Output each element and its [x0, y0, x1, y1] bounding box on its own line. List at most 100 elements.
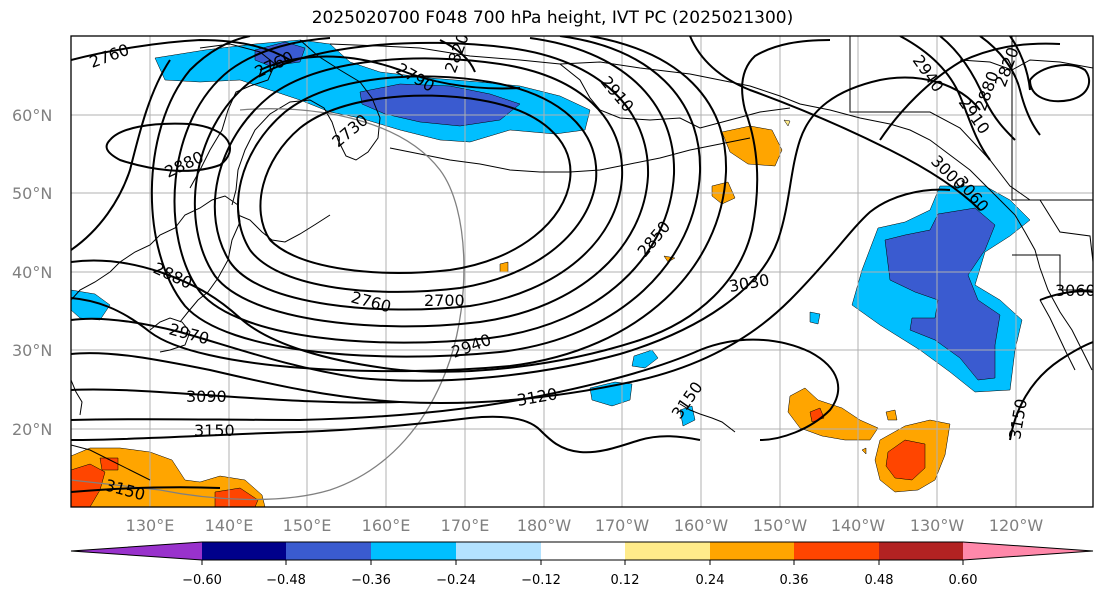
- colorbar-segment: [286, 542, 371, 560]
- contour-2880-sw: [71, 39, 831, 373]
- lat-label-20n: 20°N: [12, 420, 52, 439]
- coastline-alaska: [689, 73, 1001, 201]
- ivt-orange-small-2: [499, 261, 509, 273]
- colorbar-tick-label: −0.48: [266, 573, 306, 588]
- colorbar-tick-label: 0.24: [696, 573, 725, 588]
- coastline-canada-interior: [959, 59, 1093, 71]
- contour-2970: [71, 76, 981, 382]
- map-title: 2025020700 F048 700 hPa height, IVT PC (…: [311, 8, 794, 28]
- colorbar-segment: [202, 542, 286, 560]
- ivt-orange-central: [787, 387, 879, 441]
- lon-label-120w: 120°W: [989, 516, 1044, 535]
- contour-label: 3060: [1055, 281, 1096, 300]
- lon-label-140e: 140°E: [205, 516, 254, 535]
- coastlines: [71, 36, 1093, 481]
- contour-low-1: [259, 94, 572, 274]
- ivt-blue-core-east: [884, 207, 1001, 381]
- ivt-blue-small-2: [631, 349, 659, 369]
- contour-label: 3090: [186, 387, 227, 406]
- lon-label-160e: 160°E: [362, 516, 411, 535]
- ivt-orange-north: [721, 125, 783, 167]
- coastline-us-border: [1039, 199, 1093, 263]
- lon-label-170w: 170°W: [595, 516, 650, 535]
- ivt-orange-small-6: [861, 447, 867, 455]
- ivt-red-sw-3: [99, 457, 119, 471]
- latitude-labels: 60°N 50°N 40°N 30°N 20°N: [12, 106, 52, 439]
- contour-east-2910: [939, 36, 1016, 141]
- contour-3150-south: [71, 486, 221, 493]
- ivt-blue-small-4: [809, 311, 821, 325]
- contour-3120: [71, 338, 840, 441]
- coastline-hawaii: [679, 403, 736, 433]
- contour-east-2940: [899, 36, 991, 161]
- colorbar-tick-label: −0.36: [351, 573, 391, 588]
- contour-low-4: [193, 41, 650, 328]
- contour-2760-north: [71, 38, 291, 61]
- contour-3090: [71, 388, 401, 404]
- lon-label-150w: 150°W: [753, 516, 808, 535]
- coastline-east-asia: [71, 195, 241, 323]
- ivt-orange-small-4: [783, 119, 791, 127]
- colorbar-segment: [541, 542, 625, 560]
- ivt-blue-small-west: [71, 289, 111, 321]
- contour-3150: [71, 415, 701, 454]
- colorbar-segment: [371, 542, 456, 560]
- colorbar-segment: [963, 542, 1093, 560]
- contour-low-2: [236, 75, 598, 293]
- coastline-canada-box: [1011, 36, 1093, 201]
- coastline-korea-japan: [149, 317, 191, 353]
- colorbar-ticks: [201, 560, 964, 565]
- contour-label: 2700: [424, 291, 465, 310]
- coastline-islands-sw: [71, 444, 151, 481]
- colorbar-tick-label: 0.60: [949, 573, 978, 588]
- colorbar-tick-label: −0.12: [521, 573, 561, 588]
- coastline-philippines: [71, 379, 83, 416]
- coastline-bc-coast: [849, 36, 1031, 201]
- lon-label-150e: 150°E: [283, 516, 332, 535]
- colorbar-tick-label: 0.12: [611, 573, 640, 588]
- coastline-kurils: [237, 214, 331, 243]
- contour-3150-east: [1009, 341, 1093, 441]
- ivt-red-se: [885, 439, 926, 481]
- ivt-orange-small-5: [885, 409, 898, 421]
- lon-label-130w: 130°W: [910, 516, 965, 535]
- contour-low-3: [213, 57, 624, 311]
- coastline-kamchatka: [231, 39, 381, 206]
- negative-ivt-fills: [71, 39, 1031, 427]
- contour-low-7: [71, 36, 728, 373]
- map-frame: [70, 35, 1094, 508]
- lat-label-60n: 60°N: [12, 106, 52, 125]
- colorbar-segment: [879, 542, 963, 560]
- lon-label-140w: 140°W: [831, 516, 886, 535]
- contour-east-closed: [1029, 64, 1091, 103]
- outline-ring: [71, 108, 465, 501]
- lat-label-50n: 50°N: [12, 184, 52, 203]
- colorbar-segment: [710, 542, 794, 560]
- colorbar-tick-label: 0.36: [780, 573, 809, 588]
- coastline-us-states: [1012, 254, 1093, 291]
- contour-3030: [71, 188, 951, 404]
- contour-3000: [689, 36, 981, 211]
- coastline-bering: [559, 63, 791, 129]
- colorbar-segment: [794, 542, 879, 560]
- lon-label-160w: 160°W: [674, 516, 729, 535]
- colorbar-segment: [625, 542, 710, 560]
- lon-label-180w: 180°W: [517, 516, 572, 535]
- lon-label-170e: 170°E: [441, 516, 490, 535]
- height-contours: [71, 36, 1093, 493]
- lon-label-130e: 130°E: [126, 516, 175, 535]
- coastline-siberia-north: [329, 43, 691, 75]
- contour-2880-nw: [105, 122, 231, 172]
- coastline-baja: [1039, 299, 1076, 371]
- contour-east-2820: [1009, 36, 1031, 91]
- contour-3060: [879, 42, 1093, 301]
- ivt-red-sw-2: [214, 487, 259, 507]
- positive-ivt-fills: [71, 119, 951, 507]
- coastline-north-america-west: [999, 199, 1093, 371]
- lat-label-30n: 30°N: [12, 341, 52, 360]
- colorbar-tick-label: −0.60: [182, 573, 222, 588]
- contour-label: 3150: [194, 421, 235, 440]
- contour-east-2880: [979, 36, 1041, 136]
- colorbar-segment: [456, 542, 541, 560]
